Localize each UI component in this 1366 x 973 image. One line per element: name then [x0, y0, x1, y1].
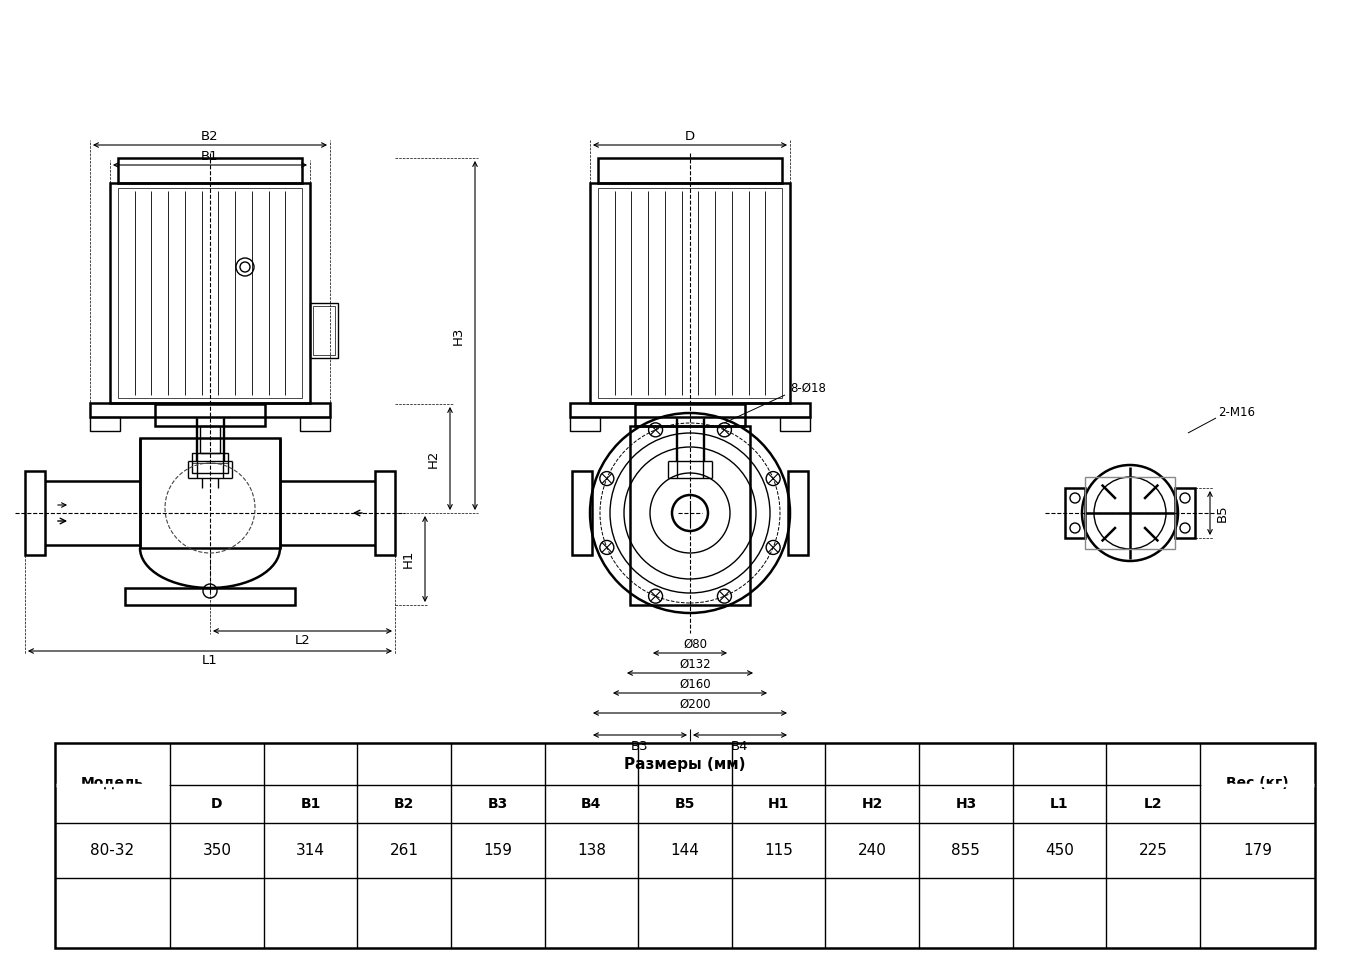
- Bar: [90, 417, 120, 431]
- Text: Размеры (мм): Размеры (мм): [624, 756, 746, 772]
- Bar: [310, 303, 337, 358]
- Text: Ø200: Ø200: [679, 698, 710, 710]
- Bar: [199, 426, 220, 453]
- Bar: [572, 471, 591, 555]
- Text: H2: H2: [428, 450, 440, 468]
- Text: L1: L1: [1050, 797, 1068, 811]
- Text: 855: 855: [952, 843, 981, 858]
- Text: 450: 450: [1045, 843, 1074, 858]
- Bar: [313, 306, 335, 355]
- Text: Ø160: Ø160: [679, 677, 710, 691]
- Bar: [1175, 488, 1195, 538]
- Text: 115: 115: [764, 843, 794, 858]
- Text: B5: B5: [675, 797, 695, 811]
- Text: B3: B3: [488, 797, 508, 811]
- Text: H1: H1: [768, 797, 790, 811]
- Text: B3: B3: [631, 739, 649, 752]
- Text: H3: H3: [452, 326, 464, 344]
- Bar: [126, 588, 295, 605]
- Text: 2-M16: 2-M16: [1218, 407, 1255, 419]
- Text: D: D: [684, 129, 695, 142]
- Text: B2: B2: [393, 797, 414, 811]
- Bar: [570, 403, 810, 417]
- Text: 240: 240: [858, 843, 887, 858]
- Text: Модель: Модель: [81, 776, 143, 790]
- Bar: [117, 158, 302, 183]
- Text: L1: L1: [202, 655, 217, 667]
- Text: B1: B1: [301, 797, 321, 811]
- Bar: [598, 158, 781, 183]
- Text: Ø80: Ø80: [683, 637, 708, 651]
- Bar: [590, 183, 790, 403]
- Text: 8-Ø18: 8-Ø18: [790, 381, 826, 394]
- Text: B1: B1: [201, 150, 219, 162]
- Bar: [630, 426, 750, 605]
- Text: H2: H2: [862, 797, 882, 811]
- Bar: [1065, 488, 1085, 538]
- Text: 138: 138: [576, 843, 607, 858]
- Bar: [376, 471, 395, 555]
- Text: L2: L2: [1143, 797, 1162, 811]
- Text: B4: B4: [581, 797, 601, 811]
- Text: B4: B4: [731, 739, 749, 752]
- Bar: [193, 453, 228, 473]
- Text: 159: 159: [484, 843, 512, 858]
- Text: D: D: [212, 797, 223, 811]
- Text: 314: 314: [296, 843, 325, 858]
- Text: Вес (кг): Вес (кг): [1227, 776, 1288, 790]
- Bar: [635, 404, 744, 426]
- Bar: [25, 471, 45, 555]
- Text: B5: B5: [1216, 504, 1229, 522]
- Bar: [1085, 477, 1175, 549]
- Text: Ø132: Ø132: [679, 658, 710, 670]
- Text: B2: B2: [201, 129, 219, 142]
- Bar: [117, 188, 302, 398]
- Bar: [570, 417, 600, 431]
- Text: 179: 179: [1243, 843, 1272, 858]
- Text: 350: 350: [202, 843, 231, 858]
- Bar: [788, 471, 809, 555]
- Text: 225: 225: [1139, 843, 1168, 858]
- Text: H1: H1: [402, 550, 415, 568]
- Text: H3: H3: [955, 797, 977, 811]
- Text: 144: 144: [671, 843, 699, 858]
- Bar: [301, 417, 331, 431]
- Bar: [139, 438, 280, 548]
- Bar: [780, 417, 810, 431]
- Text: 261: 261: [389, 843, 418, 858]
- Bar: [90, 403, 331, 417]
- Bar: [154, 404, 265, 426]
- Text: L2: L2: [295, 634, 310, 647]
- Bar: [598, 188, 781, 398]
- Bar: [55, 743, 1315, 948]
- Bar: [111, 183, 310, 403]
- Text: 80-32: 80-32: [90, 843, 135, 858]
